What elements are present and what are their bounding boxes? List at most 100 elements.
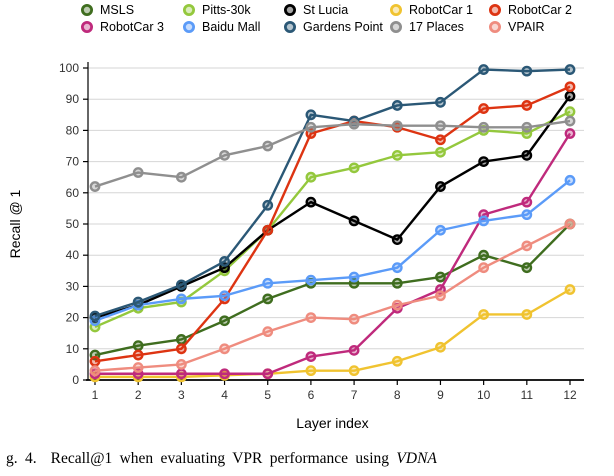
data-point-gardens-point [521, 65, 533, 77]
legend-item-robotcar-1: RobotCar 1 [389, 3, 488, 17]
data-point-robotcar-2 [262, 224, 274, 236]
x-tick-label: 8 [394, 388, 401, 402]
y-tick-label: 0 [72, 373, 79, 387]
data-point-baidu-mall [478, 215, 490, 227]
data-point-msls [435, 271, 446, 283]
legend-marker-icon [81, 21, 93, 33]
y-tick-label: 20 [66, 311, 80, 325]
x-tick-label: 3 [178, 388, 185, 402]
data-point-17-places [132, 167, 144, 178]
series-line-robotcar-2 [94, 85, 571, 363]
y-tick-label: 10 [66, 342, 80, 356]
x-tick-label: 6 [308, 388, 315, 402]
data-point-vpair [391, 299, 403, 311]
legend-label: RobotCar 1 [409, 3, 473, 17]
data-point-robotcar-3 [262, 368, 274, 380]
data-point-robotcar-3 [348, 344, 360, 356]
data-point-gardens-point [391, 100, 403, 111]
data-point-gardens-point [305, 109, 317, 121]
legend-label: 17 Places [409, 20, 464, 34]
y-tick-label: 80 [66, 123, 80, 137]
data-point-pitts-30k [305, 171, 317, 183]
data-point-robotcar-1 [521, 309, 533, 320]
data-point-vpair [262, 326, 274, 338]
data-point-17-places [391, 120, 403, 132]
data-point-vpair [348, 313, 360, 325]
legend-item-robotcar-3: RobotCar 3 [80, 20, 182, 34]
legend-marker-icon [284, 4, 296, 16]
y-tick-label: 40 [66, 248, 80, 262]
data-point-msls [391, 277, 403, 289]
legend-label: RobotCar 2 [508, 3, 572, 17]
data-point-msls [521, 262, 533, 274]
caption-emphasis: VDNA [396, 450, 437, 467]
data-point-robotcar-1 [391, 355, 403, 367]
data-point-gardens-point [175, 279, 187, 291]
legend-item-msls: MSLS [80, 3, 182, 17]
data-point-st-lucia [435, 181, 446, 192]
y-tick-label: 30 [66, 279, 80, 293]
caption-prefix: g. 4. [6, 450, 37, 467]
legend-marker-icon [390, 21, 402, 33]
legend-marker-icon [390, 4, 402, 16]
data-point-17-places [305, 121, 317, 133]
data-point-17-places [521, 121, 533, 133]
data-point-baidu-mall [391, 262, 403, 274]
series-line-msls [94, 223, 571, 357]
legend-item-17-places: 17 Places [389, 20, 488, 34]
y-tick-label: 90 [66, 92, 80, 106]
data-point-msls [132, 340, 144, 352]
figure-caption: g. 4. Recall@1 when evaluating VPR perfor… [6, 450, 612, 468]
caption-text: Recall@1 when evaluating VPR performance… [50, 450, 390, 467]
legend-item-st-lucia: St Lucia [283, 3, 389, 17]
series-line-st-lucia [94, 95, 571, 319]
legend-item-vpair: VPAIR [488, 20, 572, 34]
legend-marker-icon [183, 21, 195, 33]
data-point-robotcar-1 [305, 365, 317, 377]
data-point-vpair [175, 358, 187, 370]
data-point-17-places [478, 121, 490, 133]
data-point-17-places [219, 149, 230, 161]
data-point-robotcar-3 [305, 351, 317, 362]
data-point-baidu-mall [262, 277, 274, 289]
legend-item-baidu-mall: Baidu Mall [182, 20, 283, 34]
x-axis-title: Layer index [296, 415, 368, 431]
data-point-vpair [564, 218, 576, 230]
legend-marker-icon [81, 4, 93, 16]
data-point-st-lucia [391, 234, 403, 246]
series-line-17-places [94, 119, 571, 188]
legend-label: MSLS [100, 3, 135, 17]
data-point-robotcar-1 [478, 309, 490, 320]
data-point-17-places [564, 115, 576, 127]
data-point-gardens-point [132, 296, 144, 308]
data-point-vpair [435, 290, 446, 302]
data-point-gardens-point [435, 96, 446, 108]
data-point-vpair [521, 240, 533, 252]
y-tick-label: 60 [66, 186, 80, 200]
data-point-vpair [132, 362, 144, 373]
data-point-gardens-point [219, 256, 230, 267]
data-point-pitts-30k [348, 162, 360, 174]
y-tick-label: 50 [66, 217, 80, 231]
legend-label: Baidu Mall [202, 20, 261, 34]
data-point-robotcar-2 [478, 103, 490, 114]
x-tick-label: 1 [92, 388, 99, 402]
legend-item-robotcar-2: RobotCar 2 [488, 3, 572, 17]
data-point-st-lucia [478, 156, 490, 168]
legend-marker-icon [489, 4, 501, 16]
legend-marker-icon [489, 21, 501, 33]
data-point-robotcar-2 [564, 81, 576, 93]
data-point-st-lucia [564, 90, 576, 102]
data-point-st-lucia [348, 215, 360, 227]
y-tick-label: 100 [59, 61, 79, 75]
legend-label: VPAIR [508, 20, 545, 34]
data-point-baidu-mall [564, 174, 576, 186]
legend-label: Gardens Point [303, 20, 383, 34]
data-point-17-places [348, 118, 360, 130]
data-point-msls [262, 293, 274, 305]
x-tick-label: 5 [264, 388, 271, 402]
data-point-vpair [305, 312, 317, 323]
x-tick-label: 10 [477, 388, 491, 402]
data-point-17-places [89, 181, 101, 192]
